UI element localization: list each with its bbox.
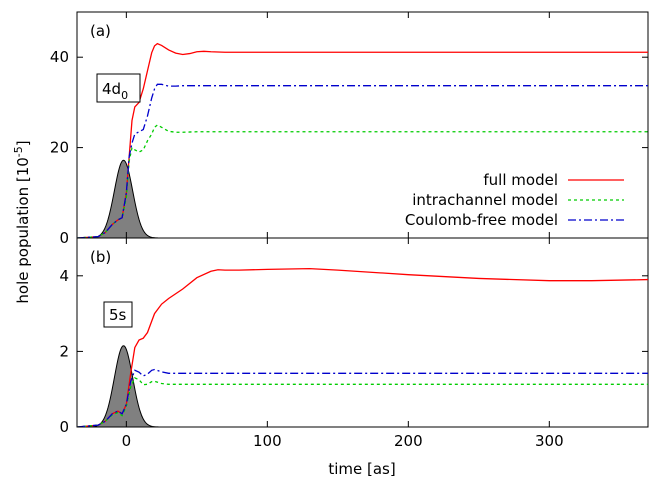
svg-text:4d0: 4d0 [102, 80, 128, 102]
series-line-a-2 [77, 83, 648, 238]
y-axis-title: hole population [10-5] [12, 140, 32, 303]
y-axis-title-exp: -5 [12, 146, 25, 157]
x-axis-title: time [as] [328, 460, 395, 478]
y-tick-label-b: 4 [59, 267, 69, 285]
legend-label-2: Coulomb-free model [405, 211, 558, 229]
x-tick-label: 0 [122, 432, 132, 450]
y-tick-label-b: 0 [59, 418, 69, 436]
svg-text:5s: 5s [109, 306, 127, 324]
series-line-a-0 [77, 42, 648, 238]
series-line-b-0 [77, 267, 648, 427]
x-tick-label: 300 [535, 432, 564, 450]
series-line-b-2 [77, 368, 648, 427]
legend: full model intrachannel model Coulomb-free… [405, 171, 624, 229]
panel-b: 0 2 4 0 100 200 300 (b) 5s [59, 237, 649, 450]
y-tick-label-a: 20 [50, 139, 69, 157]
panel-tag-a: (a) [90, 22, 111, 40]
legend-label-0: full model [483, 171, 558, 189]
panel-tag-b: (b) [90, 248, 111, 266]
pump-pulse-a [86, 159, 161, 238]
y-tick-label-a: 40 [50, 48, 69, 66]
x-tick-label: 200 [394, 432, 423, 450]
box-label-a-sub: 0 [121, 89, 128, 102]
pump-pulse-b [86, 345, 161, 427]
box-label-b: 5s [103, 301, 133, 328]
box-label-a-main: 4d [102, 80, 121, 98]
x-tick-label: 100 [253, 432, 282, 450]
box-label-a: 4d0 [96, 73, 141, 103]
y-axis-title-end: ] [14, 140, 32, 146]
series-line-a-1 [77, 124, 648, 238]
y-axis-title-main: hole population [10 [14, 157, 32, 303]
legend-label-1: intrachannel model [412, 191, 558, 209]
plot-frame-b [76, 237, 649, 428]
box-label-b-main: 5s [109, 306, 127, 324]
y-tick-label-b: 2 [59, 342, 69, 360]
series-line-b-1 [77, 377, 648, 427]
y-tick-label-a: 0 [59, 229, 69, 247]
